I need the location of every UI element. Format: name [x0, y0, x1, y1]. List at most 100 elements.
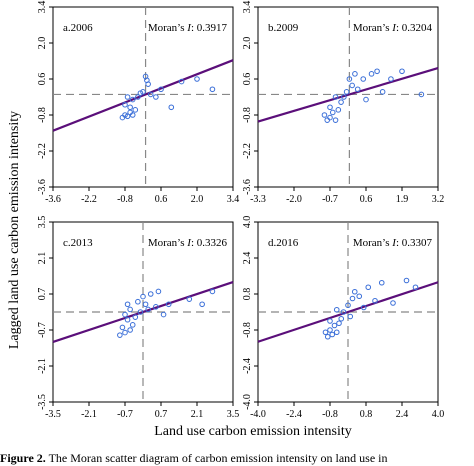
- data-point: [399, 68, 405, 75]
- moran-index-label: Moran’s I: 0.3307: [353, 237, 433, 249]
- panel-2: -3.3 -2.0 -0.7 0.6 1.9 3.2 3.4 2.0 0.6 -0.8 -2.2 -3…: [242, 1, 444, 205]
- panel-4: -4.0 -2.4 -0.8 0.8 2.4 4.0 4.0 2.4 0.8 -0.8 -2.4 -4…: [242, 216, 444, 420]
- y-tick-label: 2.4: [242, 252, 253, 265]
- x-tick-label: 0.6: [360, 194, 373, 205]
- data-point: [129, 96, 136, 103]
- data-point: [374, 68, 380, 75]
- y-tick-label: -0.8: [37, 107, 48, 123]
- y-tick-label: -3.6: [242, 179, 253, 195]
- data-point: [332, 94, 339, 100]
- x-tick-label: -2.0: [286, 194, 302, 205]
- y-tick-label: -0.8: [242, 107, 253, 123]
- x-tick-label: -3.5: [45, 409, 61, 420]
- data-point: [324, 333, 331, 340]
- data-point: [124, 113, 131, 120]
- data-point: [132, 107, 139, 113]
- data-point: [372, 297, 378, 304]
- data-point: [127, 104, 133, 111]
- x-tick-label: -2.2: [81, 194, 97, 205]
- data-point: [327, 318, 333, 324]
- data-point: [160, 311, 167, 318]
- x-tick-label: -0.7: [322, 194, 338, 205]
- regression-line: [52, 59, 234, 132]
- data-point: [329, 331, 336, 338]
- x-tick-label: -2.4: [286, 409, 302, 420]
- y-tick-label: 2.0: [37, 37, 48, 50]
- data-point: [349, 82, 355, 89]
- data-point: [209, 288, 216, 295]
- data-point: [117, 332, 123, 338]
- panel-1: -3.6 -2.2 -0.8 0.6 2.0 3.4 3.4 2.0 0.6 -0.8 -2.2 -3…: [37, 1, 239, 205]
- data-point: [352, 71, 358, 77]
- data-point: [119, 324, 126, 331]
- data-point: [327, 114, 333, 121]
- data-point: [209, 86, 216, 93]
- plot-frame: [257, 6, 439, 188]
- data-point: [122, 101, 128, 108]
- data-point: [145, 81, 151, 87]
- x-tick-label: 3.2: [432, 194, 445, 205]
- data-point: [321, 112, 328, 118]
- data-point: [327, 327, 333, 333]
- data-point: [345, 302, 351, 309]
- x-tick-label: 0.8: [360, 409, 373, 420]
- data-point: [365, 284, 372, 291]
- data-point: [331, 322, 338, 329]
- x-tick-label: -3.3: [250, 194, 266, 205]
- data-point: [368, 71, 375, 77]
- data-point: [390, 300, 396, 306]
- data-point: [137, 309, 144, 315]
- y-tick-label: 0.6: [37, 73, 48, 86]
- x-tick-label: -0.7: [117, 409, 133, 420]
- data-point: [338, 315, 345, 322]
- caption-label: Figure 2.: [0, 451, 46, 465]
- moran-index-label: Moran’s I: 0.3326: [148, 237, 228, 249]
- data-point: [168, 104, 175, 111]
- x-tick-label: 4.0: [432, 409, 445, 420]
- y-tick-label: -0.8: [242, 322, 253, 338]
- x-tick-label: 2.4: [396, 409, 409, 420]
- data-point: [349, 295, 356, 302]
- panel-label: c.2013: [63, 237, 93, 249]
- data-point: [379, 89, 386, 95]
- data-point: [356, 293, 363, 300]
- data-point: [336, 320, 342, 327]
- data-point: [327, 104, 333, 111]
- data-point: [135, 298, 141, 305]
- x-tick-label: -4.0: [250, 409, 266, 420]
- data-point: [147, 91, 154, 98]
- regression-line: [257, 281, 439, 343]
- data-point: [165, 301, 172, 308]
- data-point: [127, 327, 133, 333]
- data-point: [378, 279, 385, 286]
- x-tick-label: 2.1: [191, 409, 204, 420]
- data-point: [329, 109, 336, 116]
- data-point: [340, 309, 347, 315]
- data-point: [343, 89, 350, 95]
- y-tick-label: 0.8: [242, 288, 253, 301]
- data-point: [354, 86, 361, 93]
- data-point: [132, 314, 139, 320]
- data-point: [122, 311, 128, 318]
- y-tick-label: -2.2: [242, 143, 253, 159]
- y-tick-label: -4.0: [242, 394, 253, 410]
- regression-line: [257, 67, 439, 123]
- data-point: [351, 288, 358, 295]
- panel-label: b.2009: [268, 22, 299, 34]
- y-tick-label: 3.5: [37, 216, 48, 229]
- y-tick-label: -3.5: [37, 394, 48, 410]
- data-point: [341, 94, 347, 100]
- data-point: [178, 78, 185, 85]
- y-tick-label: 3.4: [242, 1, 253, 14]
- moran-index-label: Moran’s I: 0.3204: [353, 22, 433, 34]
- y-tick-label: -2.2: [37, 143, 48, 159]
- y-tick-label: 3.4: [37, 1, 48, 14]
- x-tick-label: -3.6: [45, 194, 61, 205]
- x-tick-label: 0.7: [155, 409, 168, 420]
- data-point: [412, 284, 419, 291]
- data-point: [122, 329, 128, 336]
- data-point: [124, 316, 131, 323]
- panel-label: a.2006: [63, 22, 93, 34]
- x-axis-label: Land use carbon emission intensity: [154, 424, 352, 439]
- data-point: [124, 301, 131, 308]
